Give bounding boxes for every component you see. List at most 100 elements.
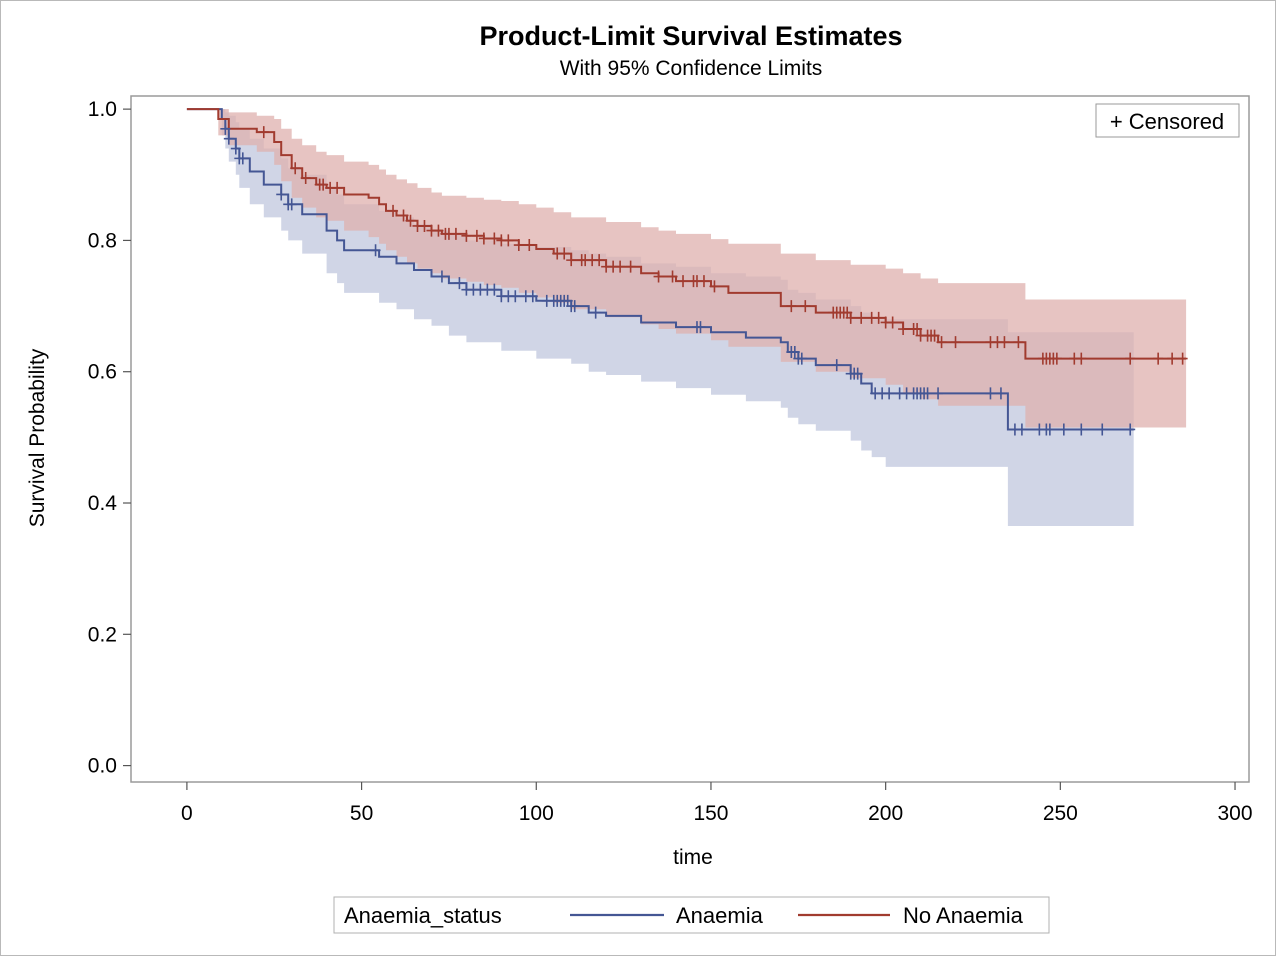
x-tick-label: 150 [693, 802, 728, 825]
censored-mark-no-anaemia [936, 336, 947, 349]
confidence-bands [186, 109, 1187, 526]
censored-mark-no-anaemia [950, 336, 961, 349]
censored-mark-anaemia [220, 122, 231, 135]
censored-mark-no-anaemia [461, 229, 472, 242]
censored-mark-no-anaemia [513, 239, 524, 252]
censored-mark-anaemia [831, 359, 842, 372]
censored-mark-no-anaemia [566, 254, 577, 267]
censored-mark-no-anaemia [290, 162, 301, 175]
chart-subtitle: With 95% Confidence Limits [560, 57, 823, 80]
censored-mark-anaemia [922, 387, 933, 400]
censored-marks [220, 122, 1188, 436]
legend-label-no-anaemia: No Anaemia [903, 903, 1024, 928]
censored-mark-no-anaemia [845, 311, 856, 324]
censored-mark-anaemia [569, 300, 580, 313]
y-tick-label: 0.4 [88, 492, 118, 515]
x-tick-label: 250 [1043, 802, 1078, 825]
censored-mark-anaemia [1044, 423, 1055, 436]
censored-mark-anaemia [852, 367, 863, 380]
censored-mark-no-anaemia [594, 254, 605, 267]
legend: Anaemia_status Anaemia No Anaemia [333, 896, 1050, 934]
confidence-band-no-anaemia [186, 109, 1187, 428]
censored-legend-label: + Censored [1110, 109, 1224, 134]
censored-mark-anaemia [510, 290, 521, 303]
chart-title: Product-Limit Survival Estimates [479, 21, 902, 51]
censored-mark-no-anaemia [678, 275, 689, 288]
censored-mark-no-anaemia [318, 178, 329, 191]
censored-mark-anaemia [995, 387, 1006, 400]
censored-mark-no-anaemia [929, 329, 940, 342]
censored-mark-no-anaemia [489, 232, 500, 245]
censored-mark-anaemia [230, 142, 241, 155]
censored-mark-anaemia [1058, 423, 1069, 436]
censored-mark-anaemia [276, 188, 287, 201]
censored-mark-no-anaemia [698, 275, 709, 288]
censored-mark-no-anaemia [419, 219, 430, 232]
x-tick-label: 0 [181, 802, 193, 825]
censored-mark-anaemia [454, 277, 465, 290]
y-axis: 0.0 0.2 0.4 0.6 0.8 1.0 [88, 98, 131, 778]
legend-label-anaemia: Anaemia [676, 903, 764, 928]
censored-mark-anaemia [489, 283, 500, 296]
censored-mark-no-anaemia [1167, 352, 1178, 365]
censored-mark-anaemia [590, 306, 601, 319]
censored-mark-no-anaemia [559, 247, 570, 260]
censored-mark-anaemia [884, 387, 895, 400]
x-tick-label: 200 [868, 802, 903, 825]
y-tick-label: 0.6 [88, 361, 117, 384]
censored-mark-no-anaemia [300, 172, 311, 185]
censored-mark-no-anaemia [1177, 352, 1188, 365]
censored-mark-no-anaemia [999, 336, 1010, 349]
x-tick-label: 50 [350, 802, 373, 825]
censored-mark-no-anaemia [653, 270, 664, 283]
censored-legend-box [1095, 103, 1240, 138]
legend-box [333, 896, 1050, 934]
y-tick-label: 1.0 [88, 98, 117, 121]
censored-mark-anaemia [1097, 423, 1108, 436]
censored-mark-anaemia [223, 132, 234, 145]
censored-mark-no-anaemia [1076, 352, 1087, 365]
censored-mark-no-anaemia [615, 260, 626, 273]
censored-mark-no-anaemia [471, 229, 482, 242]
censored-mark-no-anaemia [887, 316, 898, 329]
y-tick-label: 0.0 [88, 755, 117, 778]
x-axis-label: time [673, 846, 713, 869]
x-tick-label: 300 [1218, 802, 1253, 825]
censored-mark-anaemia [789, 346, 800, 359]
censored-mark-anaemia [1016, 423, 1027, 436]
censored-mark-no-anaemia [398, 209, 409, 222]
censored-mark-no-anaemia [856, 311, 867, 324]
y-tick-label: 0.8 [88, 229, 117, 252]
y-axis-label: Survival Probability [26, 348, 49, 527]
y-tick-label: 0.2 [88, 623, 117, 646]
censored-mark-anaemia [286, 198, 297, 211]
censored-mark-anaemia [1125, 423, 1136, 436]
censored-mark-anaemia [370, 244, 381, 257]
censored-mark-no-anaemia [898, 323, 909, 336]
censored-mark-anaemia [933, 387, 944, 400]
censored-mark-no-anaemia [667, 270, 678, 283]
censored-mark-no-anaemia [405, 214, 416, 227]
x-axis: 0 50 100 150 200 250 300 [181, 782, 1253, 825]
censored-mark-anaemia [1076, 423, 1087, 436]
x-tick-label: 100 [519, 802, 554, 825]
censored-legend: + Censored [1095, 103, 1240, 138]
censored-mark-no-anaemia [478, 232, 489, 245]
censored-mark-no-anaemia [709, 280, 720, 293]
censored-mark-no-anaemia [625, 260, 636, 273]
censored-mark-anaemia [796, 352, 807, 365]
censored-mark-no-anaemia [503, 234, 514, 247]
plot-area-border [130, 95, 1250, 783]
censored-mark-no-anaemia [524, 239, 535, 252]
censored-mark-no-anaemia [912, 323, 923, 336]
censored-mark-no-anaemia [1013, 336, 1024, 349]
censored-mark-no-anaemia [786, 300, 797, 313]
censored-mark-anaemia [695, 321, 706, 334]
censored-mark-no-anaemia [332, 181, 343, 194]
censored-mark-no-anaemia [1051, 352, 1062, 365]
censored-mark-no-anaemia [450, 227, 461, 240]
censored-mark-no-anaemia [1125, 352, 1136, 365]
censored-mark-anaemia [237, 152, 248, 165]
